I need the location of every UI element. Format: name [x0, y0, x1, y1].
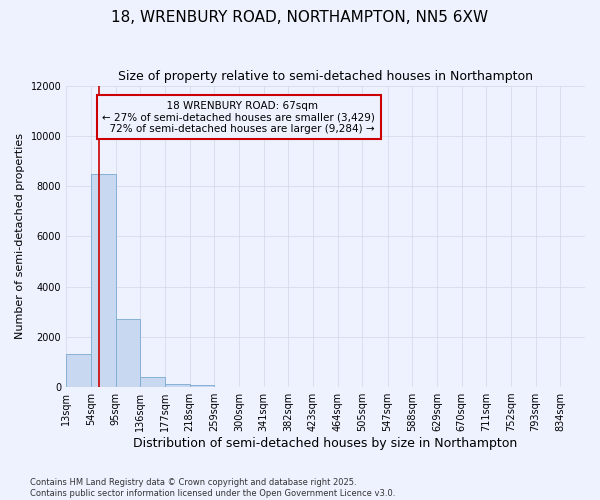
Bar: [190, 384, 214, 387]
Y-axis label: Number of semi-detached properties: Number of semi-detached properties: [15, 134, 25, 340]
Text: Contains HM Land Registry data © Crown copyright and database right 2025.
Contai: Contains HM Land Registry data © Crown c…: [30, 478, 395, 498]
Text: 18, WRENBURY ROAD, NORTHAMPTON, NN5 6XW: 18, WRENBURY ROAD, NORTHAMPTON, NN5 6XW: [112, 10, 488, 25]
Bar: [140, 377, 165, 387]
Text: 18 WRENBURY ROAD: 67sqm
← 27% of semi-detached houses are smaller (3,429)
  72% : 18 WRENBURY ROAD: 67sqm ← 27% of semi-de…: [103, 100, 376, 134]
Bar: [91, 174, 116, 387]
Title: Size of property relative to semi-detached houses in Northampton: Size of property relative to semi-detach…: [118, 70, 533, 83]
Bar: [165, 384, 190, 387]
Bar: [66, 354, 91, 387]
X-axis label: Distribution of semi-detached houses by size in Northampton: Distribution of semi-detached houses by …: [133, 437, 518, 450]
Bar: [116, 319, 140, 387]
